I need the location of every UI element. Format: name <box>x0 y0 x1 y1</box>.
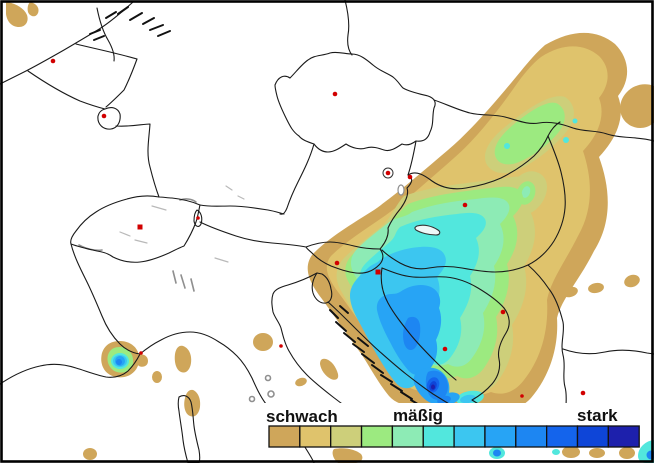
legend-swatch <box>422 425 455 448</box>
city-marker <box>385 170 391 176</box>
legend-swatch <box>484 425 517 448</box>
legend-swatch <box>546 425 579 448</box>
city-marker <box>442 346 448 352</box>
city-marker <box>101 113 107 119</box>
legend-color-scale <box>268 425 640 448</box>
city-marker <box>500 309 506 315</box>
city-marker <box>279 344 283 348</box>
legend-swatch <box>515 425 548 448</box>
city-marker <box>196 216 200 220</box>
city-marker <box>407 174 413 180</box>
legend-swatch <box>360 425 394 448</box>
legend: schwach mäßig stark <box>256 403 654 448</box>
city-marker <box>462 202 468 208</box>
legend-swatch <box>453 425 486 448</box>
city-marker <box>334 260 340 266</box>
city-marker <box>332 91 338 97</box>
precipitation-layers <box>6 2 654 463</box>
city-marker <box>580 390 586 396</box>
city-marker <box>139 351 143 355</box>
legend-label-band <box>256 403 654 426</box>
legend-label-moderate: mäßig <box>393 406 443 425</box>
city-marker <box>375 269 381 275</box>
city-marker <box>50 58 56 64</box>
legend-swatch <box>576 425 610 448</box>
legend-swatch <box>299 425 332 448</box>
city-marker <box>520 394 524 398</box>
city-marker <box>137 224 143 230</box>
legend-label-weak: schwach <box>266 407 338 426</box>
legend-label-strong: stark <box>577 406 618 425</box>
legend-swatch <box>391 425 424 448</box>
legend-swatch <box>330 425 363 448</box>
city-ring <box>382 167 394 179</box>
legend-swatch <box>268 425 301 448</box>
legend-swatch <box>607 425 640 448</box>
city-markers <box>50 58 586 398</box>
